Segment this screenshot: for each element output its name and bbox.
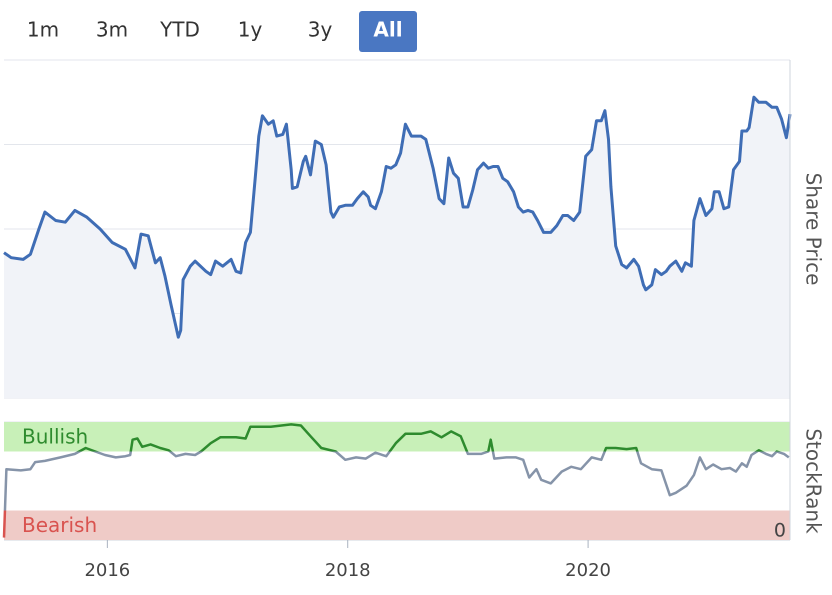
- price-line: [3, 95, 792, 339]
- range-button[interactable]: 3m: [96, 18, 128, 42]
- price-area: [4, 97, 790, 398]
- range-button[interactable]: All: [359, 11, 417, 52]
- band-label: Bearish: [22, 513, 97, 537]
- range-button[interactable]: YTD: [159, 18, 200, 42]
- range-button-bg: [359, 11, 417, 52]
- range-button-label: 1m: [27, 18, 59, 42]
- range-button-label: YTD: [159, 18, 200, 42]
- range-button-label: 1y: [238, 18, 263, 42]
- band-label: Bullish: [22, 424, 88, 448]
- band: [4, 510, 790, 540]
- y-axis-title: StockRank: [802, 428, 826, 534]
- y-tick-label: 0: [774, 520, 786, 542]
- x-tick-label: 2016: [84, 560, 130, 581]
- stockrank-line: [2, 423, 790, 538]
- range-button-label: All: [373, 18, 402, 42]
- range-button[interactable]: 3y: [308, 18, 333, 42]
- x-tick-label: 2020: [565, 560, 611, 581]
- x-tick-label: 2018: [325, 560, 371, 581]
- y-axis-title: Share Price: [802, 173, 826, 286]
- range-button[interactable]: 1y: [238, 18, 263, 42]
- range-button-label: 3m: [96, 18, 128, 42]
- range-button-label: 3y: [308, 18, 333, 42]
- range-button[interactable]: 1m: [27, 18, 59, 42]
- band: [4, 422, 790, 452]
